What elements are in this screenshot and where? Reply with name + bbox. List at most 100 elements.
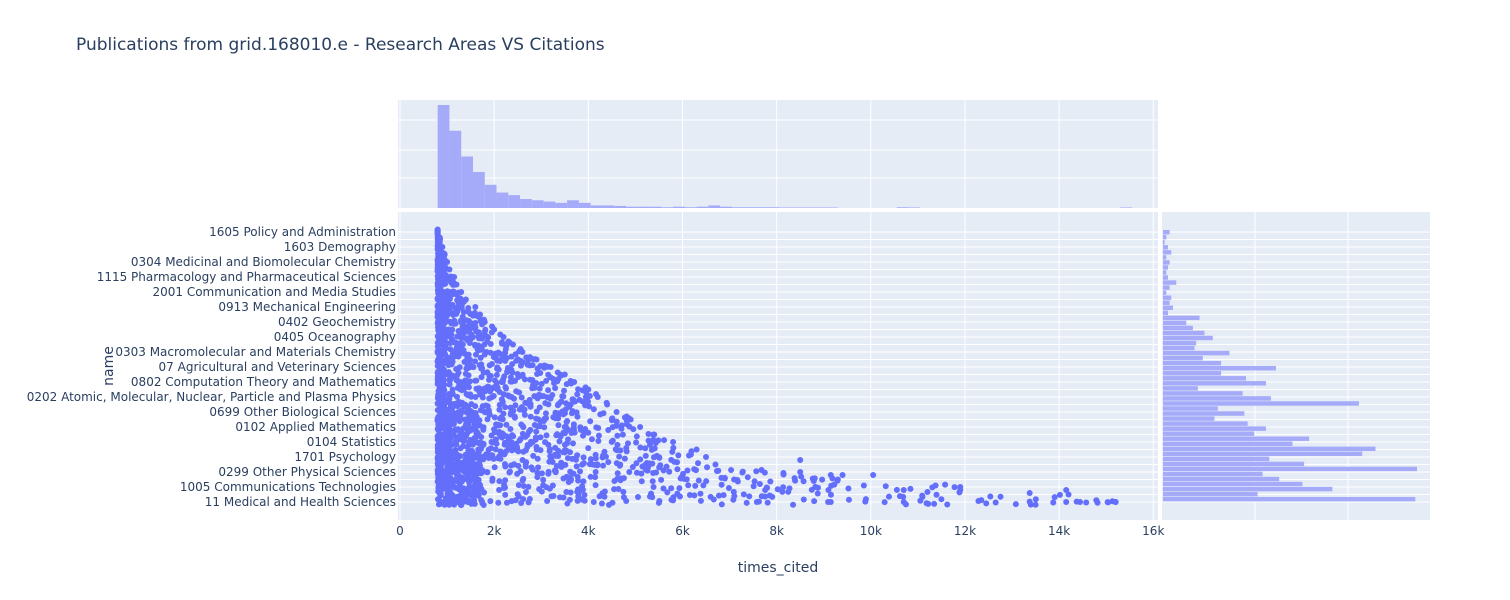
scatter-point [601, 488, 608, 495]
scatter-point [545, 468, 552, 475]
scatter-point [533, 428, 540, 435]
right-histogram-bar [1163, 330, 1205, 336]
scatter-point [633, 460, 640, 467]
scatter-point [571, 379, 578, 385]
scatter-point [611, 486, 618, 493]
scatter-point [574, 391, 581, 398]
scatter-point [564, 455, 571, 462]
scatter-point [519, 349, 526, 355]
scatter-point [463, 470, 470, 477]
scatter-point [462, 296, 469, 303]
scatter-point [506, 468, 513, 475]
scatter-point [472, 422, 479, 429]
scatter-point [900, 499, 907, 505]
scatter-point [555, 376, 562, 383]
scatter-point [592, 482, 599, 489]
scatter-point [521, 406, 528, 413]
scatter-point [600, 462, 607, 469]
scatter-point [444, 288, 451, 295]
scatter-point [464, 365, 471, 372]
scatter-point [444, 454, 451, 461]
scatter-point [744, 474, 751, 481]
scatter-point [561, 449, 568, 456]
scatter-point [536, 385, 543, 392]
scatter-point [661, 437, 668, 444]
scatter-point [718, 481, 725, 488]
top-histogram-bar [437, 105, 450, 208]
right-histogram-bar [1163, 285, 1170, 290]
scatter-point [687, 451, 694, 458]
scatter-point [487, 498, 494, 505]
scatter-point [585, 386, 592, 393]
scatter-point [491, 414, 498, 421]
scatter-point [560, 475, 567, 482]
scatter-point [577, 468, 584, 475]
scatter-point [564, 440, 571, 447]
scatter-point [697, 490, 704, 497]
scatter-point [825, 487, 832, 493]
scatter-point [436, 452, 443, 459]
scatter-point [1051, 494, 1058, 501]
top-histogram-bar [649, 206, 662, 208]
scatter-point [668, 485, 675, 492]
scatter-point [467, 427, 474, 434]
scatter-point [587, 418, 594, 425]
scatter-point [1112, 499, 1119, 505]
scatter-point [780, 484, 787, 491]
scatter-point [520, 482, 527, 489]
scatter-point [743, 499, 750, 506]
scatter-point [452, 309, 459, 316]
scatter-point [720, 492, 727, 499]
scatter-point [573, 463, 580, 470]
scatter-point [445, 435, 452, 442]
right-histogram-bar [1163, 275, 1168, 280]
scatter-point [480, 426, 487, 433]
scatter-point [529, 466, 536, 473]
scatter-point [580, 460, 587, 467]
right-histogram-bar [1163, 255, 1167, 260]
scatter-point [534, 371, 541, 378]
scatter-point [546, 446, 553, 453]
top-histogram-bar [531, 200, 544, 208]
scatter-point [525, 400, 532, 407]
scatter-point [434, 286, 441, 293]
scatter-point [664, 489, 671, 496]
scatter-point [469, 414, 476, 421]
scatter-point [442, 480, 449, 487]
scatter-point [595, 432, 602, 439]
right-histogram-bar [1163, 310, 1168, 316]
scatter-point [561, 371, 568, 378]
scatter-point [502, 404, 509, 411]
scatter-point [563, 418, 570, 425]
scatter-point [684, 467, 691, 474]
scatter-point [437, 265, 444, 272]
scatter-point [509, 361, 516, 368]
top-histogram-bar [637, 206, 650, 208]
scatter-point [446, 295, 453, 302]
scatter-point [434, 256, 441, 263]
right-histogram-bar [1163, 355, 1203, 361]
scatter-point [440, 280, 447, 287]
scatter-point [834, 476, 841, 483]
scatter-point [455, 369, 462, 376]
scatter-point [592, 455, 599, 462]
scatter-point [614, 432, 621, 439]
scatter-point [453, 414, 460, 421]
scatter-point [502, 491, 509, 498]
scatter-point [604, 401, 611, 408]
scatter-point [924, 489, 931, 496]
y-tick-label: 1005 Communications Technologies [180, 480, 396, 494]
scatter-point [590, 406, 597, 413]
y-tick-label: 2001 Communication and Media Studies [152, 285, 396, 299]
scatter-point [439, 244, 446, 250]
scatter-point [1065, 491, 1072, 498]
scatter-point [491, 326, 498, 333]
scatter-point [483, 451, 490, 458]
scatter-point [455, 378, 462, 385]
scatter-point [579, 483, 586, 490]
scatter-point [624, 440, 631, 447]
scatter-point [619, 431, 626, 438]
scatter-point [454, 393, 461, 400]
scatter-point [621, 455, 628, 462]
scatter-point [460, 386, 467, 393]
